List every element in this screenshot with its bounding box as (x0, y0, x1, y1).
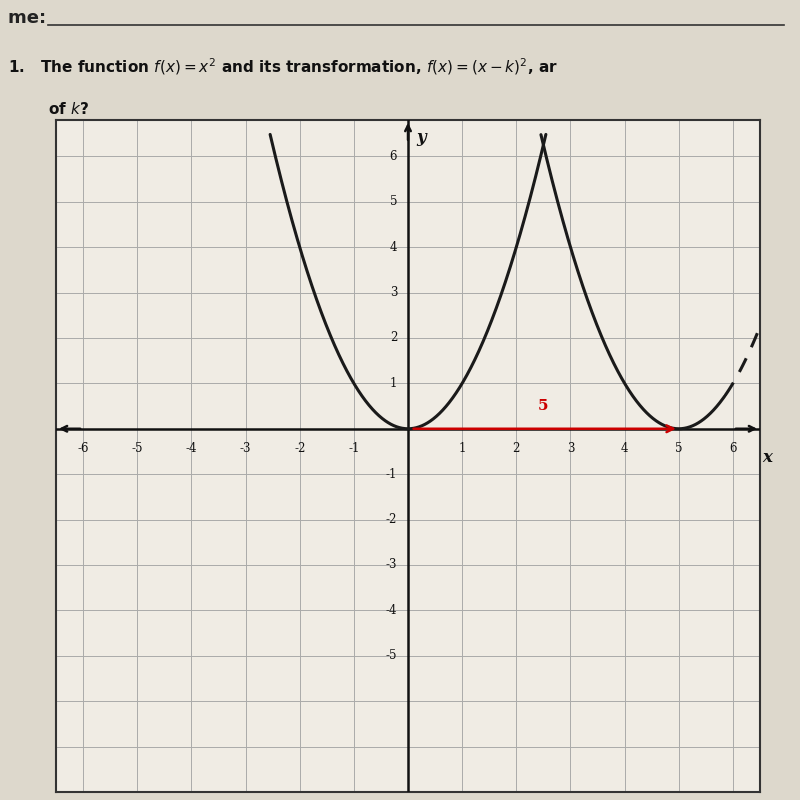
Text: me:: me: (8, 9, 52, 27)
Text: y: y (416, 129, 426, 146)
Text: 5: 5 (675, 442, 682, 455)
Text: 6: 6 (729, 442, 737, 455)
Text: -1: -1 (386, 468, 397, 481)
Text: -2: -2 (386, 513, 397, 526)
Text: of $k$?: of $k$? (48, 101, 89, 117)
Text: 4: 4 (621, 442, 628, 455)
Text: -5: -5 (386, 650, 397, 662)
Text: -4: -4 (186, 442, 197, 455)
Text: 3: 3 (566, 442, 574, 455)
Text: -2: -2 (294, 442, 306, 455)
Text: 4: 4 (390, 241, 397, 254)
Text: 1: 1 (390, 377, 397, 390)
Text: -4: -4 (386, 604, 397, 617)
Text: 1: 1 (458, 442, 466, 455)
Text: 5: 5 (390, 195, 397, 208)
Text: 3: 3 (390, 286, 397, 299)
Text: -3: -3 (240, 442, 251, 455)
Text: 1.   The function $f(x) = x^2$ and its transformation, $f(x) = (x - k)^2$, ar: 1. The function $f(x) = x^2$ and its tra… (8, 56, 558, 77)
Text: -3: -3 (386, 558, 397, 571)
Text: 2: 2 (513, 442, 520, 455)
Text: -5: -5 (131, 442, 143, 455)
Text: x: x (762, 449, 773, 466)
Text: 5: 5 (538, 399, 549, 413)
Text: 2: 2 (390, 331, 397, 345)
Text: 6: 6 (390, 150, 397, 163)
Text: -1: -1 (348, 442, 359, 455)
Text: -6: -6 (78, 442, 89, 455)
